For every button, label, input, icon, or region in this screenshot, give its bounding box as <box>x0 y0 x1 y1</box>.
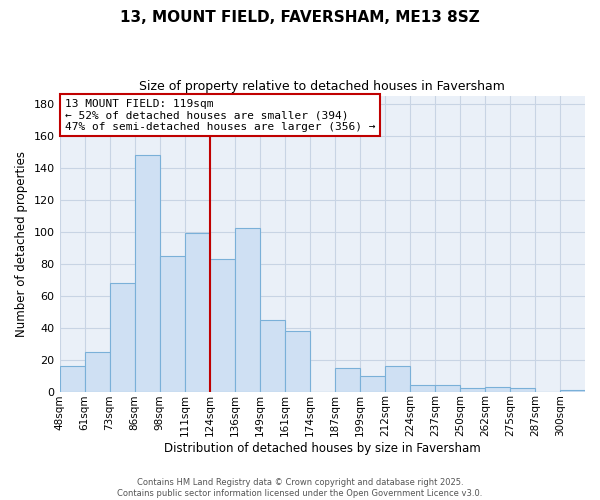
Bar <box>134 155 160 392</box>
Bar <box>460 388 485 392</box>
Bar <box>110 282 134 392</box>
Bar <box>510 388 535 392</box>
Bar <box>185 233 209 392</box>
Bar <box>235 228 260 392</box>
Bar <box>560 390 585 392</box>
Text: 13, MOUNT FIELD, FAVERSHAM, ME13 8SZ: 13, MOUNT FIELD, FAVERSHAM, ME13 8SZ <box>120 10 480 25</box>
Bar <box>385 366 410 392</box>
X-axis label: Distribution of detached houses by size in Faversham: Distribution of detached houses by size … <box>164 442 481 455</box>
Y-axis label: Number of detached properties: Number of detached properties <box>15 150 28 336</box>
Text: Contains HM Land Registry data © Crown copyright and database right 2025.
Contai: Contains HM Land Registry data © Crown c… <box>118 478 482 498</box>
Bar <box>360 376 385 392</box>
Bar <box>485 386 510 392</box>
Bar <box>260 320 285 392</box>
Bar <box>435 385 460 392</box>
Bar <box>85 352 110 392</box>
Title: Size of property relative to detached houses in Faversham: Size of property relative to detached ho… <box>139 80 505 93</box>
Text: 13 MOUNT FIELD: 119sqm
← 52% of detached houses are smaller (394)
47% of semi-de: 13 MOUNT FIELD: 119sqm ← 52% of detached… <box>65 98 375 132</box>
Bar <box>160 256 185 392</box>
Bar <box>209 258 235 392</box>
Bar <box>410 385 435 392</box>
Bar <box>335 368 360 392</box>
Bar <box>59 366 85 392</box>
Bar <box>285 330 310 392</box>
